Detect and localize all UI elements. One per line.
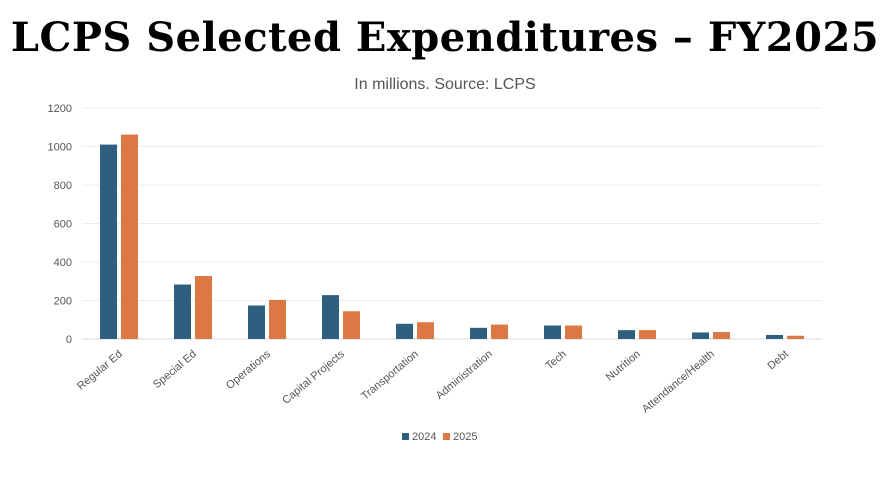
x-tick-label: Regular Ed [75,348,125,393]
chart-subtitle: In millions. Source: LCPS [354,76,536,93]
y-tick-label: 400 [54,257,72,269]
bar-2024 [322,295,339,339]
bar-2025 [787,335,804,339]
y-tick-label: 600 [54,219,72,231]
x-tick-label: Operations [224,348,273,392]
bar-2025 [343,311,360,339]
bar-2024 [100,144,117,339]
legend-label: 2024 [412,431,436,443]
bar-2024 [618,330,635,339]
x-tick-label: Nutrition [604,348,643,384]
bar-2025 [639,330,656,339]
x-tick-label: Debt [765,348,791,372]
x-tick-label: Capital Projects [280,348,347,407]
bar-2024 [692,332,709,339]
x-tick-label: Tech [543,348,569,372]
bar-2025 [195,276,212,339]
x-tick-label: Transportation [359,348,421,403]
legend-label: 2025 [453,431,477,443]
legend-swatch-2024 [402,433,409,440]
y-tick-label: 0 [66,334,72,346]
bar-2024 [248,305,265,339]
y-tick-label: 1200 [48,103,72,115]
chart-title: LCPS Selected Expenditures – FY2025 [10,14,880,61]
bar-2025 [491,324,508,339]
bar-2025 [269,299,286,339]
x-tick-label: Special Ed [151,348,199,391]
y-tick-label: 800 [54,180,72,192]
x-tick-label: Attendance/Health [640,348,717,415]
x-tick-label: Administration [434,348,495,402]
bar-2025 [417,322,434,339]
y-tick-label: 200 [54,296,72,308]
bar-2024 [470,327,487,339]
bar-2025 [121,134,138,339]
bar-2024 [174,284,191,339]
bar-2024 [766,334,783,339]
y-tick-label: 1000 [48,142,72,154]
bar-2025 [713,332,730,339]
bar-2024 [396,323,413,339]
legend-swatch-2025 [443,433,450,440]
bar-2025 [565,325,582,339]
bar-2024 [544,325,561,339]
